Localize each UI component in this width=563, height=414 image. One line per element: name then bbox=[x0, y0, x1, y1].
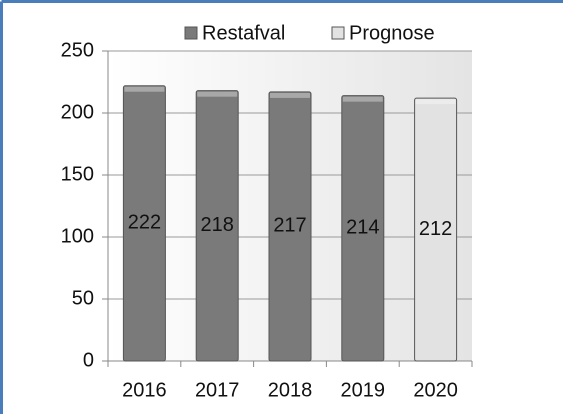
x-tick-label: 2019 bbox=[341, 379, 386, 401]
y-tick-label: 250 bbox=[61, 39, 94, 61]
legend-marker bbox=[184, 26, 198, 40]
x-tick-label: 2018 bbox=[268, 379, 313, 401]
legend-marker bbox=[331, 26, 345, 40]
y-tick-label: 200 bbox=[61, 101, 94, 123]
data-label: 217 bbox=[273, 215, 306, 237]
data-label: 214 bbox=[346, 217, 379, 239]
bar bbox=[341, 95, 385, 362]
x-tick-label: 2016 bbox=[122, 379, 167, 401]
bar-bevel bbox=[197, 91, 238, 97]
bar bbox=[122, 85, 166, 362]
bar-bevel bbox=[415, 99, 456, 105]
bar bbox=[195, 90, 239, 362]
bar-bevel bbox=[124, 86, 165, 92]
y-tick-label: 0 bbox=[83, 349, 94, 371]
data-label: 218 bbox=[201, 214, 234, 236]
x-tick-label: 2020 bbox=[413, 379, 458, 401]
y-tick-label: 100 bbox=[61, 225, 94, 247]
data-label: 222 bbox=[128, 212, 161, 234]
y-tick-label: 50 bbox=[72, 287, 94, 309]
bar-bevel bbox=[270, 92, 310, 98]
x-tick-label: 2017 bbox=[195, 379, 240, 401]
bar bbox=[414, 97, 458, 362]
data-label: 212 bbox=[419, 218, 452, 240]
y-tick-label: 150 bbox=[61, 163, 94, 185]
bar bbox=[268, 91, 312, 362]
bar-bevel bbox=[342, 96, 383, 102]
legend-label: Restafval bbox=[202, 22, 285, 44]
legend-label: Prognose bbox=[349, 22, 435, 44]
